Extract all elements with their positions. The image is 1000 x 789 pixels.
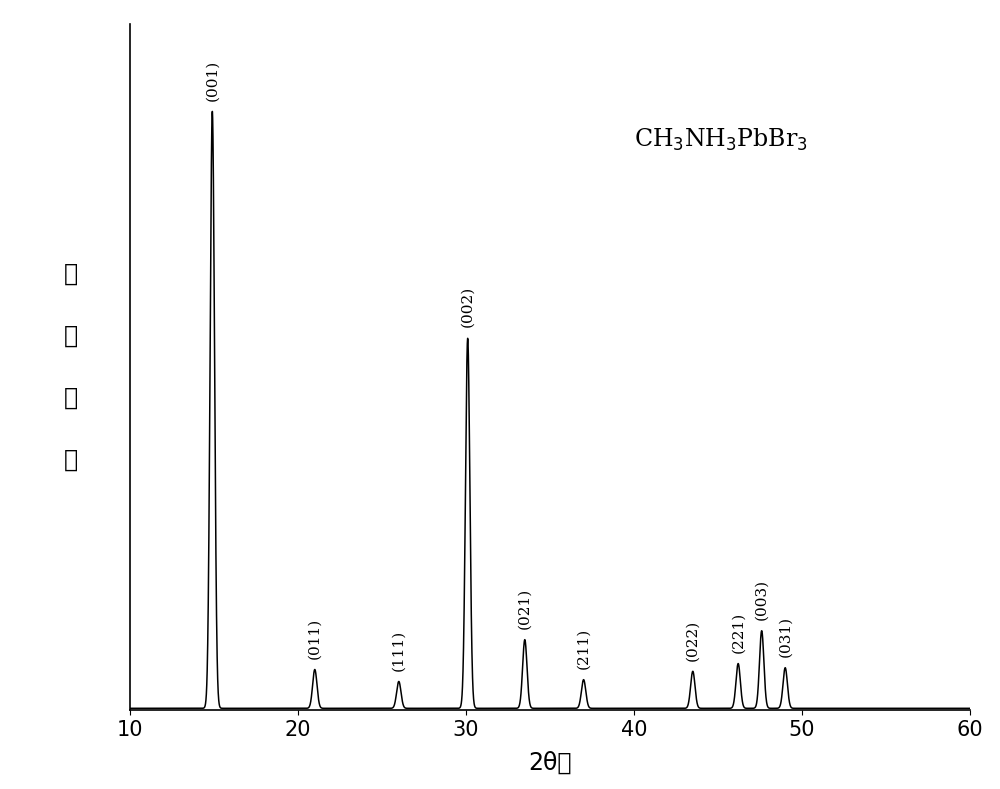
Text: (111): (111) — [392, 630, 406, 671]
Text: (002): (002) — [461, 286, 475, 327]
Text: (031): (031) — [778, 616, 792, 657]
Text: (021): (021) — [518, 588, 532, 629]
Text: 相: 相 — [64, 262, 78, 286]
X-axis label: 2θ角: 2θ角 — [528, 751, 572, 775]
Text: (211): (211) — [577, 628, 591, 669]
Text: 对: 对 — [64, 324, 78, 348]
Text: 度: 度 — [64, 447, 78, 472]
Text: (011): (011) — [308, 618, 322, 659]
Text: (003): (003) — [755, 579, 769, 620]
Text: (001): (001) — [205, 59, 219, 101]
Text: CH$_3$NH$_3$PbBr$_3$: CH$_3$NH$_3$PbBr$_3$ — [634, 127, 808, 154]
Text: (022): (022) — [686, 619, 700, 660]
Text: 强: 强 — [64, 386, 78, 409]
Text: (221): (221) — [731, 611, 745, 653]
